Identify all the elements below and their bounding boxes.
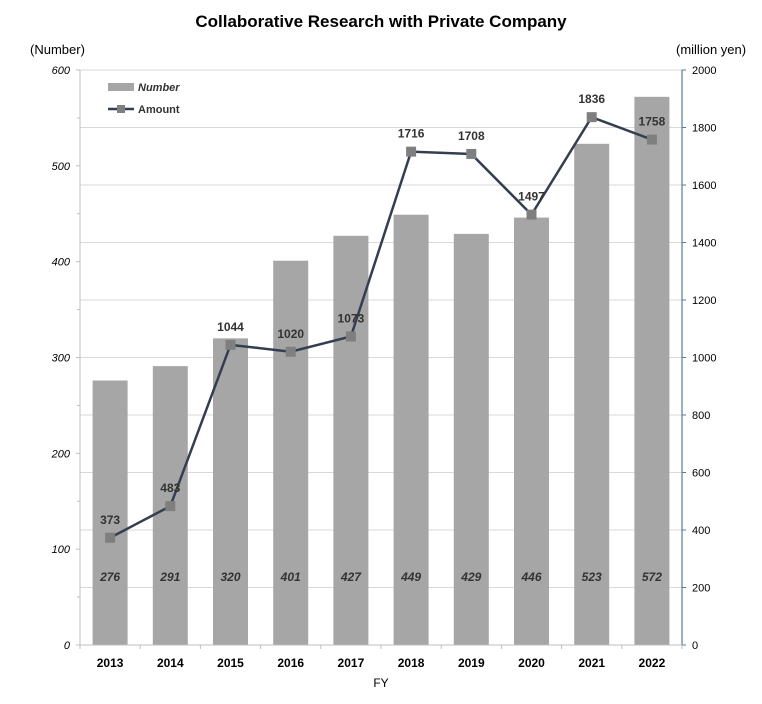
y-left-tick-label: 300 bbox=[52, 353, 71, 365]
amount-value-label: 1758 bbox=[639, 115, 666, 129]
y-right-tick-label: 1200 bbox=[692, 295, 716, 307]
bar bbox=[393, 214, 429, 646]
x-tick-label: 2017 bbox=[338, 656, 365, 670]
bar-value-label: 429 bbox=[460, 570, 481, 584]
x-tick-label: 2015 bbox=[217, 656, 244, 670]
y-right-tick-label: 1600 bbox=[692, 180, 716, 192]
x-tick-label: 2014 bbox=[157, 656, 184, 670]
y-right-tick-label: 0 bbox=[692, 640, 698, 652]
x-tick-label: 2018 bbox=[398, 656, 425, 670]
y-left-tick-label: 400 bbox=[52, 257, 71, 269]
amount-marker bbox=[165, 501, 176, 512]
bar bbox=[514, 217, 549, 646]
bar bbox=[213, 338, 248, 645]
x-axis-label: FY bbox=[373, 676, 389, 690]
amount-value-label: 1020 bbox=[277, 327, 304, 341]
bar-value-label: 427 bbox=[340, 570, 362, 584]
y-axis-left-label: (Number) bbox=[30, 42, 85, 57]
y-right-tick-label: 1400 bbox=[692, 238, 716, 250]
y-left-tick-label: 200 bbox=[51, 448, 71, 460]
bar-value-label: 572 bbox=[642, 570, 662, 584]
amount-marker bbox=[225, 339, 236, 350]
amount-value-label: 1716 bbox=[398, 127, 425, 141]
legend-line-marker bbox=[117, 105, 125, 113]
bar-value-label: 446 bbox=[520, 570, 541, 584]
bar-value-label: 320 bbox=[220, 570, 240, 584]
chart-title: Collaborative Research with Private Comp… bbox=[195, 12, 567, 31]
amount-line bbox=[109, 115, 653, 539]
legend-line-label: Amount bbox=[138, 104, 180, 116]
bar-value-label: 291 bbox=[159, 570, 180, 584]
y-right-tick-label: 1000 bbox=[692, 353, 716, 365]
legend-bar-swatch bbox=[108, 83, 134, 91]
x-tick-label: 2020 bbox=[518, 656, 545, 670]
amount-marker bbox=[285, 346, 296, 357]
amount-marker bbox=[646, 134, 657, 145]
amount-marker bbox=[466, 148, 477, 159]
y-left-tick-label: 500 bbox=[52, 161, 71, 173]
amount-value-label: 1708 bbox=[458, 129, 485, 143]
bar-value-label: 401 bbox=[280, 570, 301, 584]
y-right-tick-label: 2000 bbox=[692, 65, 716, 77]
amount-value-label: 483 bbox=[160, 481, 180, 495]
amount-value-label: 1044 bbox=[217, 320, 244, 334]
x-tick-label: 2019 bbox=[458, 656, 485, 670]
y-left-tick-label: 600 bbox=[52, 65, 71, 77]
y-right-tick-label: 800 bbox=[692, 410, 710, 422]
legend-bar-label: Number bbox=[138, 82, 180, 94]
amount-marker bbox=[406, 146, 417, 157]
x-tick-label: 2021 bbox=[578, 656, 605, 670]
amount-value-label: 1836 bbox=[578, 92, 605, 106]
amount-value-label: 1497 bbox=[518, 190, 545, 204]
y-right-tick-label: 1800 bbox=[692, 123, 716, 135]
y-left-tick-label: 0 bbox=[64, 640, 71, 652]
bar bbox=[574, 143, 610, 645]
bar bbox=[634, 96, 670, 646]
amount-value-label: 373 bbox=[100, 513, 120, 527]
x-tick-label: 2016 bbox=[277, 656, 304, 670]
x-tick-label: 2022 bbox=[639, 656, 666, 670]
bar-value-label: 523 bbox=[582, 570, 602, 584]
y-right-tick-label: 600 bbox=[692, 468, 710, 480]
bar bbox=[453, 233, 489, 645]
y-right-tick-label: 200 bbox=[692, 583, 710, 595]
y-right-tick-label: 400 bbox=[692, 525, 710, 537]
amount-marker bbox=[105, 532, 116, 543]
x-tick-label: 2013 bbox=[97, 656, 124, 670]
amount-value-label: 1073 bbox=[338, 312, 365, 326]
amount-marker bbox=[586, 112, 597, 123]
amount-marker bbox=[526, 209, 537, 220]
bar bbox=[273, 260, 309, 645]
amount-marker bbox=[345, 331, 356, 342]
bar-value-label: 449 bbox=[400, 570, 421, 584]
bar-value-label: 276 bbox=[99, 570, 120, 584]
y-axis-right-label: (million yen) bbox=[676, 42, 747, 57]
bar bbox=[92, 380, 128, 645]
y-left-tick-label: 100 bbox=[52, 544, 71, 556]
